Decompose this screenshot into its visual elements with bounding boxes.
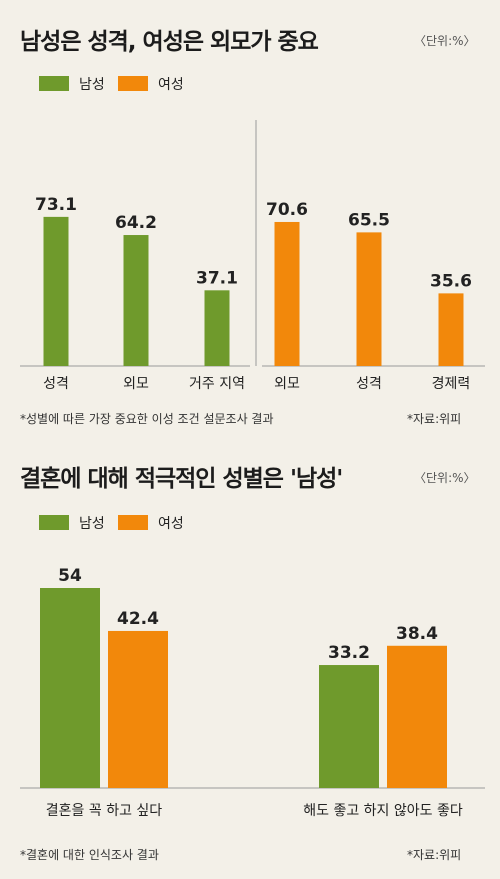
chart1-category-label: 경제력: [432, 376, 471, 392]
chart2-legend-male-swatch: [39, 515, 69, 530]
chart2-value-label: 33.2: [328, 643, 370, 663]
chart1-value-label: 37.1: [196, 268, 238, 288]
chart1-category-label: 외모: [274, 376, 300, 392]
chart1-category-label: 외모: [123, 376, 149, 392]
chart1-title: 남성은 성격, 여성은 외모가 중요: [20, 29, 319, 55]
chart2-bar-male-0: [40, 588, 100, 788]
chart1-value-label: 35.6: [430, 271, 472, 291]
chart2-category-label: 결혼을 꼭 하고 싶다: [46, 803, 163, 819]
chart1-value-label: 65.5: [348, 210, 390, 230]
chart2-legend-male-label: 남성: [79, 516, 105, 532]
chart2-legend-female-label: 여성: [158, 516, 184, 532]
chart1-unit: 〈단위:%〉: [414, 34, 476, 48]
chart2-plot: 54 42.4 33.2 38.4 결혼을 꼭 하고 싶다 해도 좋고 하지 않아도 좋다: [20, 566, 485, 819]
chart1-source: *자료:위피: [407, 412, 462, 426]
chart1-bar-male-0: [43, 216, 69, 366]
chart1-value-label: 73.1: [35, 195, 77, 215]
chart1-category-label: 거주 지역: [189, 376, 245, 392]
chart2-category-label: 해도 좋고 하지 않아도 좋다: [303, 803, 463, 819]
chart2-source: *자료:위피: [407, 848, 462, 862]
chart1-legend-male-label: 남성: [79, 77, 105, 93]
chart1-bar-male-1: [123, 235, 149, 366]
chart2-bar-male-1: [319, 665, 379, 788]
chart1-plot: 73.1 성격 64.2 외모 37.1 거주 지역 70.6 외모 65.5 성격 35.6 경제력: [20, 120, 485, 392]
chart2-title: 결혼에 대해 적극적인 성별은 '남성': [20, 466, 343, 492]
chart1-category-label: 성격: [356, 376, 382, 392]
chart1-legend-male-swatch: [39, 76, 69, 91]
chart1-bar-female-1: [356, 232, 382, 366]
chart2-value-label: 42.4: [117, 609, 159, 629]
chart2-value-label: 54: [58, 566, 82, 586]
chart1-bar-male-2: [204, 290, 230, 366]
chart1-legend-female-label: 여성: [158, 77, 184, 93]
chart1-category-label: 성격: [43, 376, 69, 392]
chart1-value-label: 64.2: [115, 213, 157, 233]
chart2-value-label: 38.4: [396, 624, 438, 644]
chart1-note: *성별에 따른 가장 중요한 이성 조건 설문조사 결과: [20, 412, 274, 426]
chart2-bar-female-0: [108, 630, 168, 788]
chart1-legend-female-swatch: [118, 76, 148, 91]
chart1-bar-female-0: [274, 221, 300, 366]
chart2-legend-female-swatch: [118, 515, 148, 530]
chart2-unit: 〈단위:%〉: [414, 471, 476, 485]
chart2-note: *결혼에 대한 인식조사 결과: [20, 848, 159, 862]
chart1-bar-female-2: [438, 293, 464, 366]
chart1-value-label: 70.6: [266, 200, 308, 220]
chart2-bar-female-1: [387, 645, 447, 788]
